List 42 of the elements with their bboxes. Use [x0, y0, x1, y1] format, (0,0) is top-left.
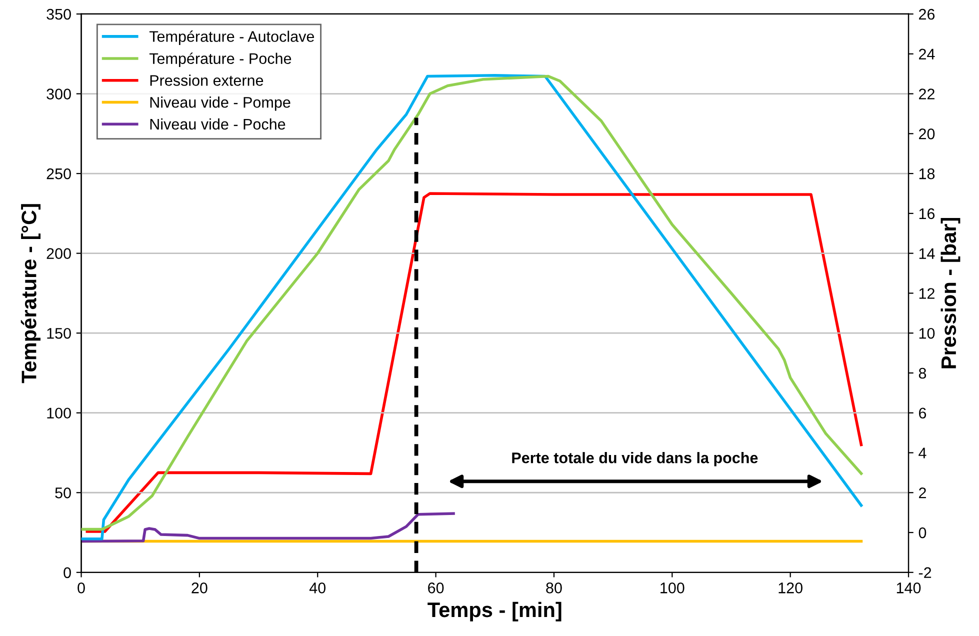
legend-label: Niveau vide - Pompe	[150, 96, 290, 111]
x-tick-label: 80	[546, 582, 562, 594]
x-tick-label: 20	[192, 582, 208, 594]
y2-tick-label: 12	[919, 288, 934, 299]
legend-label: Température - Autoclave	[149, 30, 314, 45]
y2-tick-label: 18	[919, 168, 935, 180]
y2-tick-label: 6	[919, 408, 926, 419]
y-tick-label: 0	[64, 567, 71, 578]
y-tick-label: 300	[46, 88, 71, 100]
y2-tick-label: 24	[919, 48, 935, 60]
x-tick-label: 0	[78, 582, 85, 594]
y-tick-label: 200	[46, 248, 71, 259]
y2-tick-label: 14	[919, 248, 935, 259]
x-tick-label: 60	[428, 582, 444, 594]
x-tick-label: 140	[896, 582, 921, 594]
y-tick-label: 150	[47, 328, 71, 339]
legend-label: Température - Poche	[149, 52, 292, 68]
legend-label: Pression externe	[150, 74, 264, 86]
y2-tick-label: 4	[918, 448, 926, 458]
annotation: Perte totale du vide dans la poche	[512, 452, 758, 466]
y2-tick-label: -2	[918, 567, 932, 578]
y2-tick-label: 22	[919, 88, 934, 100]
y2-tick-label: 8	[918, 368, 926, 379]
y2-tick-label: 16	[919, 208, 935, 220]
y-tick-label: 100	[47, 408, 71, 419]
y2-tick-label: 2	[919, 487, 926, 498]
y-axis-title: Température - [°C]	[20, 204, 40, 384]
x-tick-label: 40	[309, 582, 326, 594]
y2-axis-title: Pression - [bar]	[940, 218, 960, 368]
y-tick-label: 350	[46, 8, 71, 20]
y2-tick-label: 0	[918, 527, 926, 538]
x-tick-label: 100	[660, 582, 684, 594]
x-axis-title: Temps - [min]	[428, 602, 562, 622]
legend-label: Niveau vide - Poche	[150, 118, 286, 130]
y-tick-label: 250	[46, 168, 71, 180]
y-tick-label: 50	[55, 487, 71, 498]
line-series	[81, 512, 455, 543]
y2-tick-label: 20	[919, 128, 935, 140]
x-tick-label: 120	[778, 582, 802, 594]
y2-tick-label: 10	[919, 328, 935, 339]
y2-tick-label: 26	[919, 8, 935, 20]
line-series	[86, 192, 863, 533]
